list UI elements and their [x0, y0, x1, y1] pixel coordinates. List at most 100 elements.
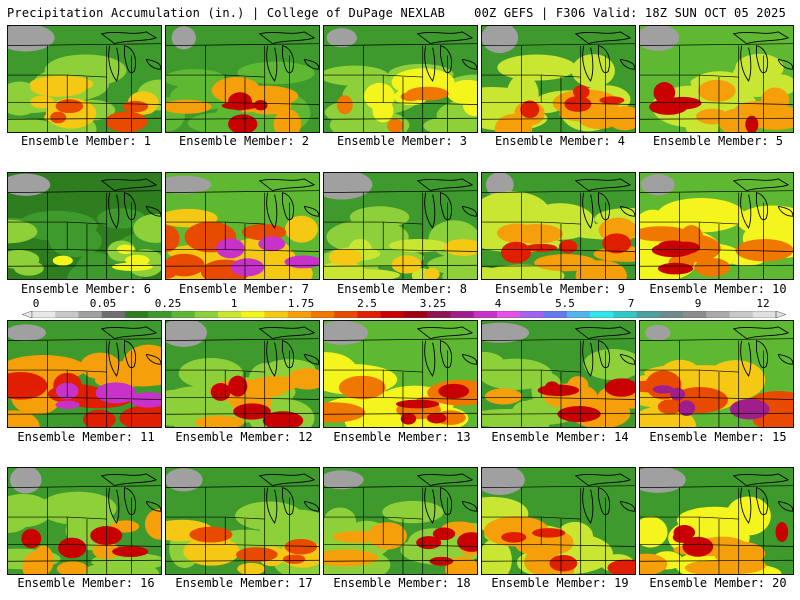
colorbar-segment — [404, 311, 428, 318]
ensemble-member-label: Ensemble Member: 14 — [491, 430, 629, 444]
ensemble-member-label: Ensemble Member: 20 — [649, 576, 787, 590]
colorbar-segment — [380, 311, 405, 318]
precip-map — [166, 26, 319, 132]
precip-map — [482, 173, 635, 279]
ensemble-member-label: Ensemble Member: 12 — [175, 430, 313, 444]
color-scale-bar — [22, 311, 786, 318]
colorbar-tick-label: 4 — [494, 297, 502, 310]
colorbar-segment — [566, 311, 591, 318]
ensemble-member-label: Ensemble Member: 13 — [333, 430, 471, 444]
ensemble-member-map — [323, 467, 478, 575]
ensemble-member-label: Ensemble Member: 7 — [178, 282, 310, 296]
colorbar-segment — [218, 311, 242, 318]
colorbar-tick-label: 12 — [756, 297, 770, 310]
ensemble-member-map — [481, 467, 636, 575]
precip-map — [8, 321, 161, 427]
colorbar-segment — [194, 311, 219, 318]
ensemble-member-map — [165, 25, 320, 133]
precip-map — [482, 26, 635, 132]
ensemble-member-map — [7, 320, 162, 428]
ensemble-member-label: Ensemble Member: 4 — [494, 134, 626, 148]
colorbar-segment — [543, 311, 568, 318]
colorbar-tick-label: 9 — [694, 297, 702, 310]
ensemble-member-label: Ensemble Member: 19 — [491, 576, 629, 590]
colorbar-segment — [590, 311, 614, 318]
ensemble-member-map — [7, 172, 162, 280]
ensemble-member-map — [481, 25, 636, 133]
precip-map — [166, 321, 319, 427]
page-title: Precipitation Accumulation (in.) | Colle… — [7, 6, 446, 20]
colorbar-segment — [311, 311, 335, 318]
ensemble-member-label: Ensemble Member: 17 — [175, 576, 313, 590]
run-valid-time: 00Z GEFS | F306 Valid: 18Z SUN OCT 05 20… — [474, 6, 786, 20]
colorbar-segment — [32, 311, 56, 318]
ensemble-member-map — [165, 467, 320, 575]
ensemble-member-label: Ensemble Member: 8 — [336, 282, 468, 296]
ensemble-member-map — [323, 320, 478, 428]
colorbar-segment — [752, 311, 777, 318]
colorbar-segment — [613, 311, 637, 318]
ensemble-member-map — [639, 320, 794, 428]
precip-map — [324, 26, 477, 132]
ensemble-member-label: Ensemble Member: 1 — [20, 134, 152, 148]
ensemble-member-map — [481, 172, 636, 280]
precip-map — [324, 173, 477, 279]
colorbar-tick-label: 0.25 — [154, 297, 182, 310]
colorbar-segment — [636, 311, 661, 318]
ensemble-member-map — [165, 320, 320, 428]
colorbar-segment — [241, 311, 265, 318]
precip-map — [482, 321, 635, 427]
precip-map — [8, 173, 161, 279]
colorbar-segment — [171, 311, 196, 318]
colorbar-segment — [450, 311, 475, 318]
ensemble-member-map — [639, 467, 794, 575]
colorbar-tick-label: 2.5 — [357, 297, 377, 310]
precip-map — [324, 321, 477, 427]
ensemble-member-label: Ensemble Member: 10 — [649, 282, 787, 296]
ensemble-member-label: Ensemble Member: 3 — [336, 134, 468, 148]
colorbar-tick-label: 0 — [32, 297, 40, 310]
colorbar-segment — [78, 311, 103, 318]
precip-map — [640, 468, 793, 574]
colorbar-tick-label: 3.25 — [419, 297, 447, 310]
colorbar-tick-label: 1.75 — [287, 297, 315, 310]
colorbar-tick-label: 1 — [230, 297, 238, 310]
ensemble-member-label: Ensemble Member: 11 — [17, 430, 155, 444]
colorbar-tick-label: 5.5 — [555, 297, 575, 310]
colorbar-segment — [101, 311, 126, 318]
ensemble-member-map — [165, 172, 320, 280]
colorbar-segment — [148, 311, 172, 318]
ensemble-member-label: Ensemble Member: 6 — [20, 282, 152, 296]
colorbar-tick-label: 0.05 — [89, 297, 117, 310]
ensemble-member-label: Ensemble Member: 18 — [333, 576, 471, 590]
precip-map — [166, 468, 319, 574]
colorbar-segment — [427, 311, 451, 318]
colorbar-segment — [125, 311, 149, 318]
ensemble-member-map — [7, 25, 162, 133]
ensemble-member-label: Ensemble Member: 9 — [494, 282, 626, 296]
ensemble-member-label: Ensemble Member: 16 — [17, 576, 155, 590]
colorbar-segment — [334, 311, 358, 318]
ensemble-member-label: Ensemble Member: 15 — [649, 430, 787, 444]
colorbar-tick-label: 7 — [627, 297, 635, 310]
colorbar-arrow-right — [775, 311, 786, 318]
ensemble-member-label: Ensemble Member: 2 — [178, 134, 310, 148]
precip-map — [640, 321, 793, 427]
precip-map — [324, 468, 477, 574]
ensemble-member-map — [323, 25, 478, 133]
ensemble-member-map — [639, 25, 794, 133]
precip-map — [8, 468, 161, 574]
colorbar-segment — [497, 311, 521, 318]
colorbar-arrow-left — [22, 311, 33, 318]
ensemble-member-label: Ensemble Member: 5 — [652, 134, 784, 148]
colorbar-segment — [357, 311, 382, 318]
colorbar-segment — [287, 311, 312, 318]
colorbar-segment — [520, 311, 544, 318]
colorbar-segment — [729, 311, 754, 318]
precip-map — [8, 26, 161, 132]
precip-map — [166, 173, 319, 279]
colorbar-segment — [683, 311, 707, 318]
ensemble-member-map — [481, 320, 636, 428]
ensemble-member-map — [7, 467, 162, 575]
colorbar-segment — [659, 311, 684, 318]
